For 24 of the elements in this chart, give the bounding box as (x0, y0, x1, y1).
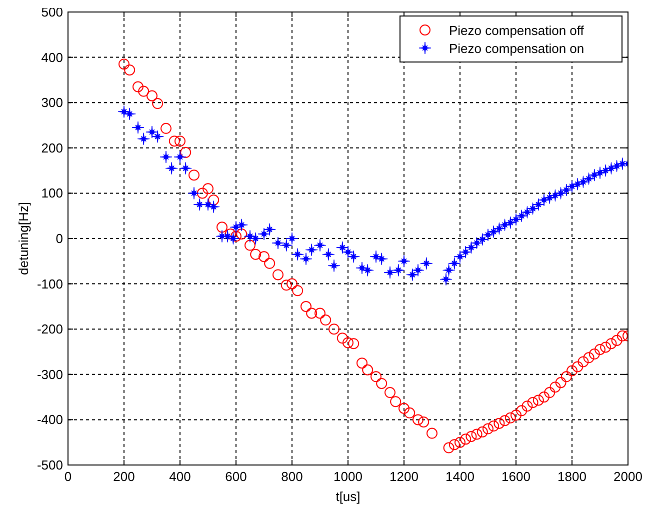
legend-label: Piezo compensation on (449, 41, 584, 56)
x-tick-label: 400 (169, 469, 191, 484)
x-tick-label: 1800 (558, 469, 586, 484)
x-tick-label: 2000 (614, 469, 642, 484)
y-tick-label: -200 (36, 322, 63, 337)
y-tick-label: 400 (41, 50, 63, 65)
x-tick-label: 1000 (334, 469, 362, 484)
y-tick-label: 0 (56, 231, 63, 246)
y-axis-title: detuning[Hz] (16, 202, 31, 275)
y-tick-label: -500 (36, 458, 63, 472)
y-tick-label: -300 (36, 366, 63, 382)
x-axis-title: t[us] (336, 489, 360, 504)
x-tick-label: 800 (281, 469, 303, 484)
x-tick-label: 1200 (390, 469, 418, 484)
y-tick-label: -100 (36, 276, 63, 292)
x-tick-label: 200 (113, 469, 135, 484)
y-tick-label: 200 (41, 140, 63, 156)
legend-label: Piezo compensation off (449, 23, 584, 38)
y-tick-label: -400 (36, 412, 63, 428)
y-tick-label: 300 (41, 95, 63, 110)
x-tick-label: 600 (225, 469, 247, 484)
x-tick-label: 1400 (446, 469, 474, 484)
y-tick-label: 100 (41, 186, 63, 201)
x-tick-label: 1600 (502, 469, 530, 484)
